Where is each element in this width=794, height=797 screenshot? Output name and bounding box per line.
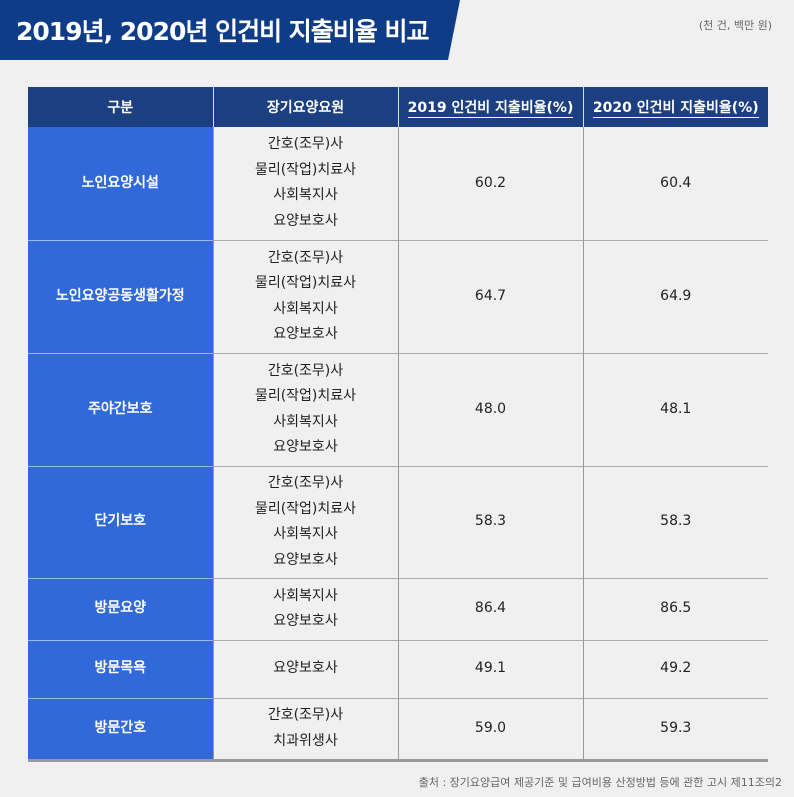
- staff-item: 사회복지사: [273, 587, 338, 604]
- staff-item: 간호(조무)사: [267, 362, 344, 379]
- staff-cell: 간호(조무)사 물리(작업)치료사 사회복지사 요양보호사: [212, 465, 398, 578]
- staff-item: 요양보호사: [273, 439, 338, 455]
- column-header-2020: 2020 인건비 지출비율(%): [582, 87, 768, 127]
- column-header-label: 장기요양요원: [266, 100, 345, 116]
- ratio-2019-cell: 49.1: [397, 639, 583, 698]
- category-cell: 주야간보호: [28, 352, 213, 466]
- column-header-label: 2020 인건비 지출비율(%): [592, 100, 759, 118]
- staff-item: 치과위생사: [273, 732, 338, 749]
- staff-item: 간호(조무)사: [267, 707, 344, 723]
- table-row: 노인요양공동생활가정 간호(조무)사 물리(작업)치료사 사회복지사 요양보호사…: [28, 239, 768, 353]
- ratio-2019-cell: 59.0: [397, 697, 583, 762]
- staff-item: 사회복지사: [273, 413, 338, 430]
- category-cell: 노인요양시설: [28, 127, 213, 240]
- staff-item: 물리(작업)치료사: [254, 161, 357, 178]
- staff-item: 요양보호사: [273, 212, 338, 229]
- category-cell: 방문간호: [28, 697, 213, 762]
- staff-cell: 간호(조무)사 물리(작업)치료사 사회복지사 요양보호사: [212, 127, 398, 240]
- staff-item: 요양보호사: [273, 551, 338, 568]
- title-banner: [0, 0, 460, 60]
- staff-item: 요양보호사: [273, 613, 338, 629]
- ratio-2019-cell: 64.7: [397, 239, 583, 353]
- ratio-2020-cell: 59.3: [582, 697, 768, 762]
- table-row: 방문요양 사회복지사 요양보호사 86.4 86.5: [28, 577, 768, 640]
- ratio-2020-cell: 48.1: [582, 352, 768, 466]
- category-cell: 방문목욕: [28, 639, 213, 698]
- ratio-2019-cell: 86.4: [397, 577, 583, 640]
- column-header-category: 구분: [28, 87, 213, 127]
- staff-item: 사회복지사: [273, 187, 338, 204]
- column-header-2019: 2019 인건비 지출비율(%): [397, 87, 583, 127]
- ratio-2020-cell: 64.9: [582, 239, 768, 353]
- staff-cell: 간호(조무)사 물리(작업)치료사 사회복지사 요양보호사: [212, 239, 398, 353]
- staff-item: 간호(조무)사: [267, 136, 344, 153]
- page-title: 2019년, 2020년 인건비 지출비율 비교: [16, 17, 429, 46]
- column-header-label: 2019 인건비 지출비율(%): [407, 100, 574, 118]
- table-row: 단기보호 간호(조무)사 물리(작업)치료사 사회복지사 요양보호사 58.3 …: [28, 465, 768, 578]
- staff-item: 간호(조무)사: [267, 249, 344, 266]
- table-row: 노인요양시설 간호(조무)사 물리(작업)치료사 사회복지사 요양보호사 60.…: [28, 127, 768, 240]
- ratio-2019-cell: 60.2: [397, 127, 583, 240]
- ratio-2020-cell: 58.3: [582, 465, 768, 578]
- table-row: 주야간보호 간호(조무)사 물리(작업)치료사 사회복지사 요양보호사 48.0…: [28, 352, 768, 466]
- staff-item: 물리(작업)치료사: [254, 275, 357, 291]
- staff-item: 요양보호사: [273, 660, 338, 677]
- category-cell: 노인요양공동생활가정: [28, 239, 213, 353]
- column-header-label: 구분: [107, 100, 134, 116]
- table-row: 방문목욕 요양보호사 49.1 49.2: [28, 639, 768, 698]
- ratio-2020-cell: 49.2: [582, 639, 768, 698]
- ratio-2020-cell: 86.5: [582, 577, 768, 640]
- staff-item: 물리(작업)치료사: [254, 500, 357, 517]
- staff-item: 간호(조무)사: [267, 475, 344, 491]
- category-cell: 단기보호: [28, 465, 213, 578]
- table-row: 방문간호 간호(조무)사 치과위생사 59.0 59.3: [28, 697, 768, 762]
- staff-item: 물리(작업)치료사: [254, 388, 357, 404]
- staff-cell: 간호(조무)사 물리(작업)치료사 사회복지사 요양보호사: [212, 352, 398, 466]
- table-header-row: 구분 장기요양요원 2019 인건비 지출비율(%) 2020 인건비 지출비율…: [28, 87, 768, 127]
- ratio-2020-cell: 60.4: [582, 127, 768, 240]
- source-note: 출처 : 장기요양급여 제공기준 및 급여비용 산정방법 등에 관한 고시 제1…: [418, 776, 782, 789]
- category-cell: 방문요양: [28, 577, 213, 640]
- unit-note: (천 건, 백만 원): [698, 19, 772, 32]
- staff-item: 요양보호사: [273, 326, 338, 342]
- ratio-2019-cell: 58.3: [397, 465, 583, 578]
- column-header-staff: 장기요양요원: [212, 87, 398, 127]
- staff-cell: 사회복지사 요양보호사: [212, 577, 398, 640]
- staff-item: 사회복지사: [273, 300, 338, 317]
- staff-item: 사회복지사: [273, 526, 338, 542]
- ratio-2019-cell: 48.0: [397, 352, 583, 466]
- staff-cell: 간호(조무)사 치과위생사: [212, 697, 398, 762]
- staff-cell: 요양보호사: [212, 639, 398, 698]
- expense-ratio-table: 구분 장기요양요원 2019 인건비 지출비율(%) 2020 인건비 지출비율…: [28, 87, 768, 762]
